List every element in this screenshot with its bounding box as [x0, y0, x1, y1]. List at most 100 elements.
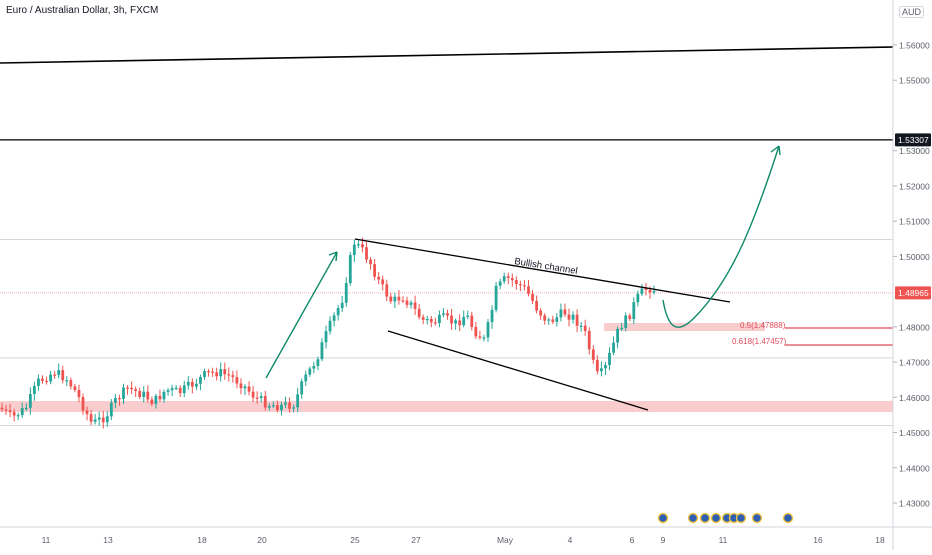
candle-body [640, 288, 644, 294]
y-tick-label: 1.55000 [899, 76, 930, 86]
candle-body [223, 369, 227, 375]
candle-body [41, 378, 44, 381]
candle-body [583, 325, 587, 331]
candle-body [255, 397, 259, 399]
y-tick-label: 1.44000 [899, 463, 930, 473]
candle-body [446, 313, 449, 316]
event-icon [712, 514, 720, 522]
candle-body [49, 374, 52, 382]
candle-body [284, 402, 287, 405]
candle-body [178, 387, 182, 394]
y-tick-label: 1.43000 [899, 499, 930, 509]
candle-body [373, 264, 376, 277]
candle-body [190, 381, 194, 387]
candle-body [203, 371, 206, 378]
candle-body [85, 410, 89, 415]
candle-body [421, 317, 425, 320]
candle-body [551, 319, 555, 322]
candle-body [559, 309, 563, 318]
candle-body [12, 412, 16, 416]
candle-body [28, 394, 32, 408]
y-tick-label: 1.47000 [899, 358, 930, 368]
level-price-box [895, 133, 931, 147]
candle-body [604, 365, 607, 369]
candle-body [276, 405, 279, 411]
y-tick-label: 1.51000 [899, 217, 930, 227]
candle-body [450, 315, 453, 324]
candle-body [77, 389, 81, 398]
candle-body [308, 368, 312, 375]
candle-body [648, 289, 652, 293]
candle-body [97, 417, 101, 420]
candle-body [328, 320, 332, 332]
candle-body [539, 310, 543, 316]
candle-body [336, 308, 340, 316]
candle-body [531, 293, 534, 301]
currency-badge[interactable]: AUD [898, 6, 924, 18]
x-tick-label: 25 [350, 535, 360, 545]
candle-body [211, 371, 214, 373]
candle-body [344, 283, 348, 303]
candle-body [53, 374, 57, 376]
candle-body [608, 352, 611, 366]
candle-body [316, 359, 320, 366]
candle-body [271, 405, 275, 407]
y-tick-label: 1.48000 [899, 322, 930, 332]
candle-body [134, 389, 138, 391]
candle-body [8, 410, 12, 413]
resistance-trendline [0, 46, 894, 64]
candle-body [543, 315, 547, 321]
candle-body [243, 386, 247, 389]
candle-body [215, 372, 219, 377]
candle-body [20, 408, 24, 416]
candle-body [523, 285, 526, 287]
candle-body [429, 318, 433, 323]
candle-body [397, 296, 401, 301]
x-tick-label: 18 [197, 535, 207, 545]
candle-body [292, 407, 295, 409]
candle-body [332, 315, 336, 321]
candle-body [182, 385, 186, 394]
candle-body [114, 398, 117, 403]
candle-body [632, 302, 636, 319]
candle-body [527, 286, 530, 294]
candle-body [377, 276, 381, 280]
candle-body [69, 380, 73, 387]
candle-body [4, 409, 8, 411]
candle-body [620, 328, 624, 330]
candle-body [502, 276, 506, 282]
candle-body [259, 396, 263, 399]
candle-body [37, 378, 40, 386]
x-tick-label: 18 [875, 535, 885, 545]
candle-body [73, 386, 77, 390]
candle-body [118, 398, 121, 400]
candle-body [352, 244, 356, 256]
candle-body [575, 314, 579, 326]
candle-body [109, 402, 113, 417]
candle-body [595, 359, 599, 372]
candle-body [454, 320, 457, 324]
candle-body [535, 300, 538, 311]
candle-body [340, 302, 344, 309]
x-tick-label: 11 [42, 535, 51, 545]
y-tick-label: 1.50000 [899, 252, 930, 262]
event-icon [784, 514, 792, 522]
candle-body [628, 315, 632, 319]
candle-body [33, 385, 36, 395]
candle-body [385, 284, 389, 297]
y-tick-label: 1.53000 [899, 146, 930, 156]
candle-body [199, 377, 202, 384]
event-icon [689, 514, 697, 522]
candle-body [555, 317, 559, 322]
candle-body [474, 326, 478, 337]
candle-body [65, 380, 69, 382]
x-tick-label: 9 [661, 535, 666, 545]
support-zone [0, 401, 893, 412]
candle-body [162, 391, 166, 400]
candle-body [280, 404, 283, 411]
x-tick-label: 6 [630, 535, 635, 545]
candle-body [170, 388, 174, 391]
candle-body [158, 395, 162, 400]
